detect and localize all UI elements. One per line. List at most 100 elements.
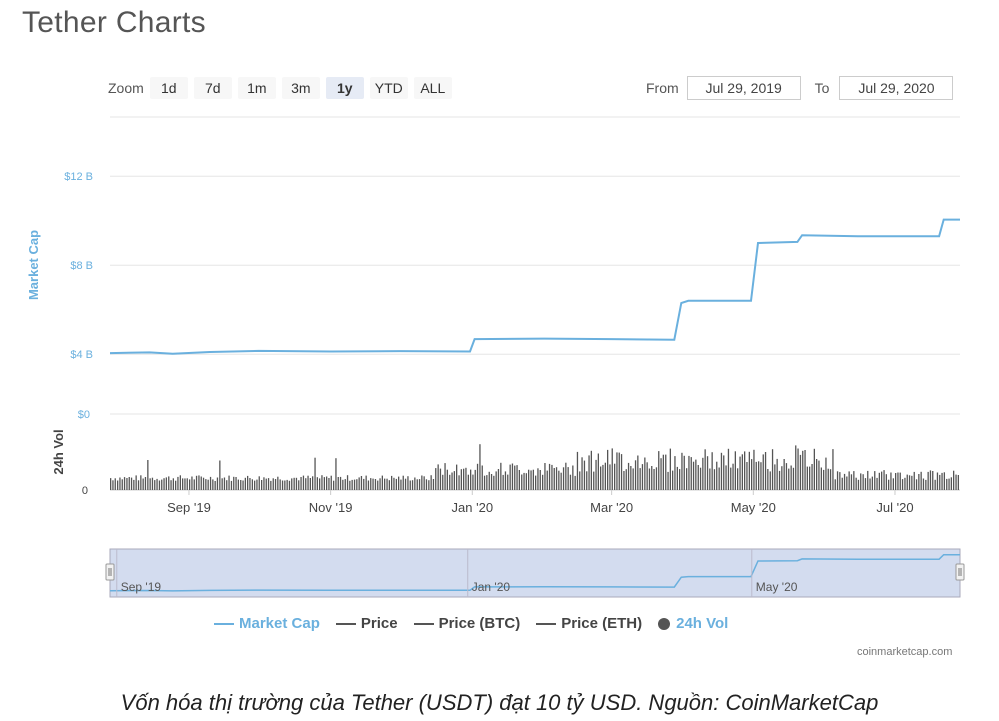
volume-bar	[843, 473, 846, 490]
volume-bar	[646, 462, 648, 490]
zoom-ytd-button[interactable]: YTD	[369, 77, 408, 99]
volume-bar	[758, 461, 760, 490]
zoom-1m-button[interactable]: 1m	[237, 77, 276, 99]
zoom-7d-button[interactable]: 7d	[193, 77, 232, 99]
zoom-label: Zoom	[108, 80, 144, 96]
volume-bar	[265, 478, 267, 490]
volume-bar	[597, 453, 599, 490]
volume-bar	[711, 452, 713, 490]
volume-bar	[555, 467, 558, 490]
volume-bar	[809, 466, 811, 490]
legend-item[interactable]: Market Cap	[214, 615, 320, 632]
date-range: From To	[646, 75, 954, 101]
volume-bar	[207, 479, 209, 490]
legend-item[interactable]: Price (BTC)	[413, 615, 520, 632]
volume-bar	[892, 478, 894, 490]
volume-bar	[161, 479, 163, 490]
volume-bar	[121, 479, 123, 490]
volume-bar	[625, 469, 627, 490]
volume-bar	[565, 462, 567, 490]
volume-bar	[702, 457, 704, 490]
volume-bar	[114, 478, 116, 490]
volume-bar	[593, 471, 595, 490]
volume-bar	[871, 476, 873, 490]
volume-bar	[560, 472, 562, 490]
zoom-3m-button[interactable]: 3m	[281, 77, 320, 99]
volume-bar	[602, 464, 604, 490]
volume-bar	[395, 478, 397, 490]
zoom-1d-button[interactable]: 1d	[149, 77, 188, 99]
volume-bar	[479, 444, 481, 490]
navigator-right-handle[interactable]	[955, 563, 965, 581]
navigator-left-handle[interactable]	[105, 563, 115, 581]
volume-bar	[913, 471, 915, 490]
zoom-1y-button[interactable]: 1y	[325, 77, 364, 99]
volume-bar	[425, 479, 428, 490]
volume-bar	[535, 475, 537, 490]
legend-item[interactable]: Price	[335, 615, 398, 632]
volume-bar	[548, 463, 551, 490]
volume-bar	[915, 479, 918, 490]
volume-bar	[149, 478, 151, 490]
volume-bar	[442, 474, 444, 490]
volume-bar	[834, 479, 836, 490]
volume-bar	[934, 479, 936, 490]
volume-bar	[648, 468, 651, 490]
volume-bar	[881, 471, 883, 490]
volume-bar	[690, 457, 692, 490]
volume-bar	[449, 474, 451, 490]
to-date-input[interactable]	[839, 76, 954, 100]
navigator-tick-label: Sep '19	[121, 580, 162, 594]
volume-bar	[867, 470, 869, 490]
volume-tick-label: $0	[78, 409, 90, 421]
volume-bar	[514, 465, 516, 490]
volume-bar	[202, 477, 205, 490]
volume-bar	[446, 469, 448, 490]
volume-bar	[771, 449, 774, 490]
volume-bar	[767, 469, 769, 490]
zoom-all-button[interactable]: ALL	[413, 77, 452, 99]
volume-bar	[261, 480, 263, 490]
volume-bar	[946, 478, 948, 490]
volume-bar	[367, 480, 370, 490]
from-date-input[interactable]	[686, 76, 801, 100]
legend-dot-marker	[658, 617, 671, 630]
volume-bar	[307, 475, 309, 490]
volume-bar	[839, 472, 841, 490]
chart-credit: coinmarketcap.com	[857, 646, 953, 658]
volume-bar	[788, 468, 790, 490]
volume-bar	[363, 478, 365, 490]
volume-bar	[416, 479, 418, 490]
volume-bar	[319, 478, 321, 490]
volume-bar	[953, 470, 955, 490]
volume-bar	[312, 476, 314, 490]
volume-bar	[142, 478, 144, 490]
legend-item[interactable]: Price (ETH)	[536, 615, 642, 632]
volume-bar	[500, 462, 502, 490]
volume-bar	[279, 479, 281, 490]
volume-bar	[291, 478, 293, 490]
volume-bar	[240, 480, 242, 490]
volume-bar	[209, 476, 212, 490]
legend-line-marker	[536, 622, 557, 625]
volume-bar	[465, 467, 467, 490]
volume-bar	[186, 478, 188, 490]
volume-bar	[927, 471, 929, 490]
volume-bar	[525, 473, 527, 490]
volume-bar	[163, 478, 165, 490]
volume-bar	[263, 477, 265, 490]
volume-bar	[337, 477, 339, 490]
volume-bar	[579, 471, 581, 490]
legend-item[interactable]: 24h Vol	[658, 615, 728, 632]
volume-bar	[221, 478, 223, 490]
volume-bar	[165, 477, 167, 490]
navigator-selection[interactable]	[109, 548, 961, 598]
volume-bar	[778, 470, 781, 490]
volume-bar	[611, 448, 613, 490]
volume-bar	[388, 480, 390, 490]
volume-bar	[795, 445, 797, 490]
volume-bar	[470, 469, 472, 490]
volume-bar	[251, 479, 253, 490]
volume-bar	[305, 478, 307, 490]
volume-bar	[298, 480, 300, 490]
